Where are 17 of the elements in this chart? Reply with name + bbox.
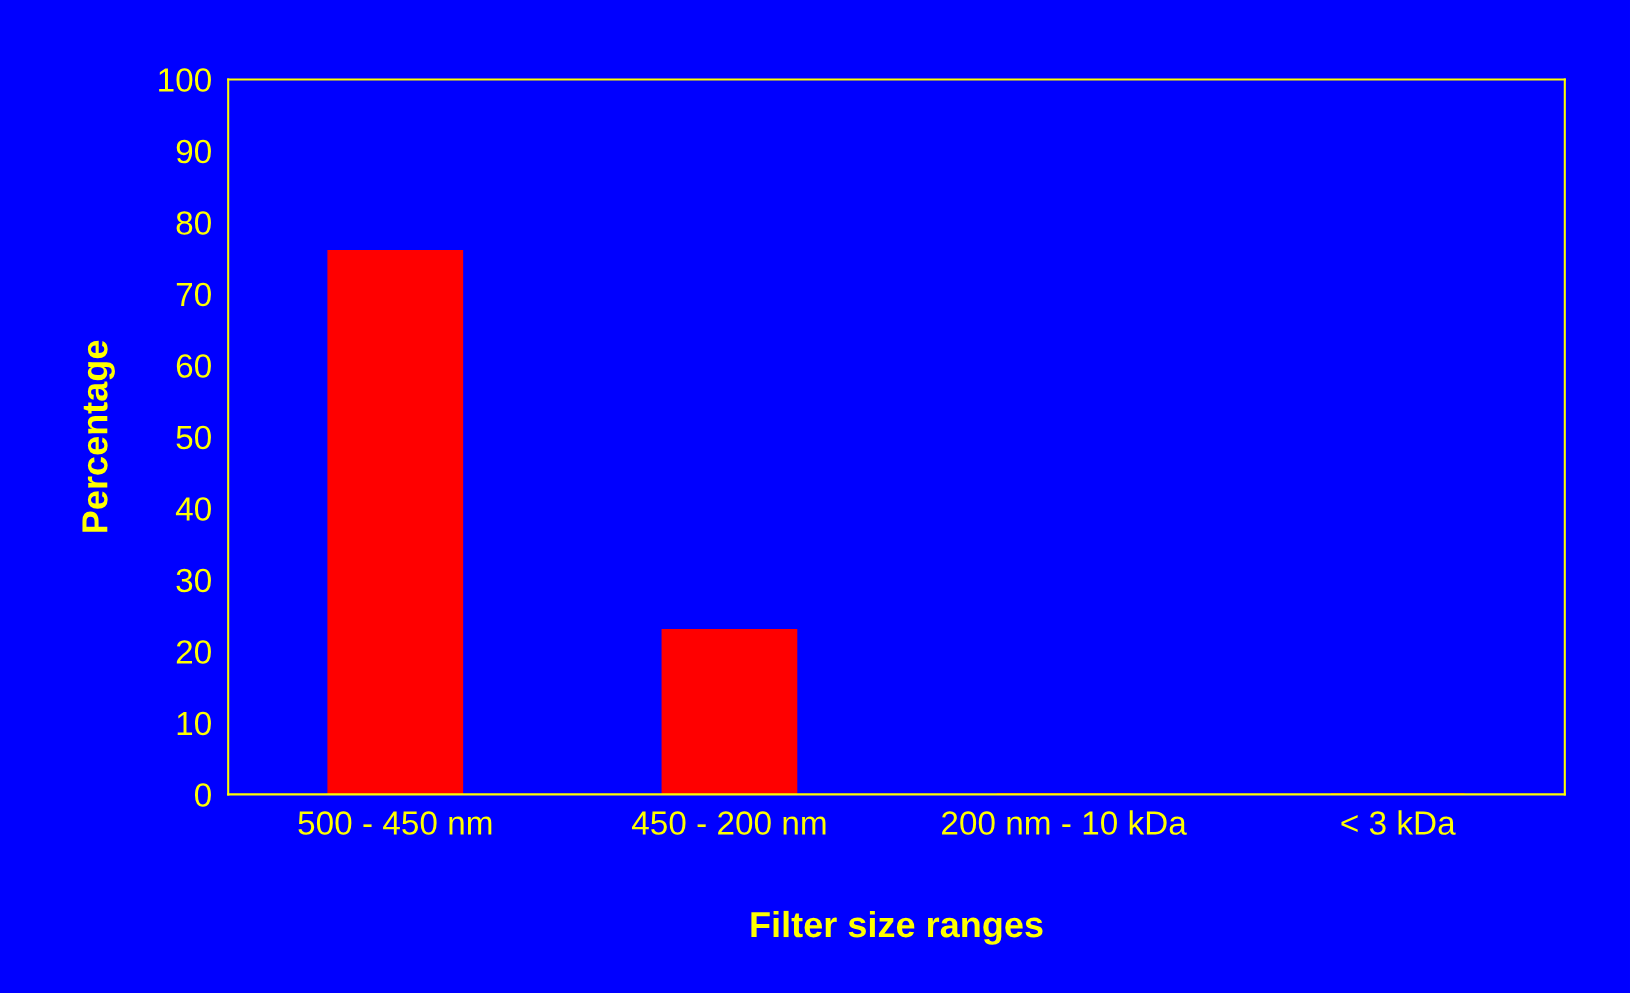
- y-tick-label: 80: [176, 211, 211, 235]
- y-tick-label: 100: [159, 68, 211, 92]
- y-tick-label: 50: [176, 425, 211, 450]
- y-tick-label: 0: [194, 783, 211, 807]
- y-tick-label: 70: [176, 282, 211, 307]
- x-tick-label: 500 - 450 nm: [298, 811, 492, 835]
- y-tick-label: 30: [176, 568, 211, 593]
- y-tick-label: 40: [175, 497, 211, 521]
- y-tick-label: 10: [177, 711, 211, 736]
- x-tick-label: 450 - 200 nm: [631, 811, 826, 835]
- x-axis-title: Filter size ranges: [751, 910, 1043, 945]
- x-tick-label: 200 nm - 10 kDa: [942, 810, 1187, 835]
- y-tick-label: 60: [176, 354, 211, 378]
- x-tick-label: < 3 kDa: [1341, 810, 1456, 835]
- y-tick-label: 90: [176, 139, 211, 164]
- y-tick-label: 20: [176, 640, 211, 664]
- y-axis-title: Percentage: [82, 340, 115, 532]
